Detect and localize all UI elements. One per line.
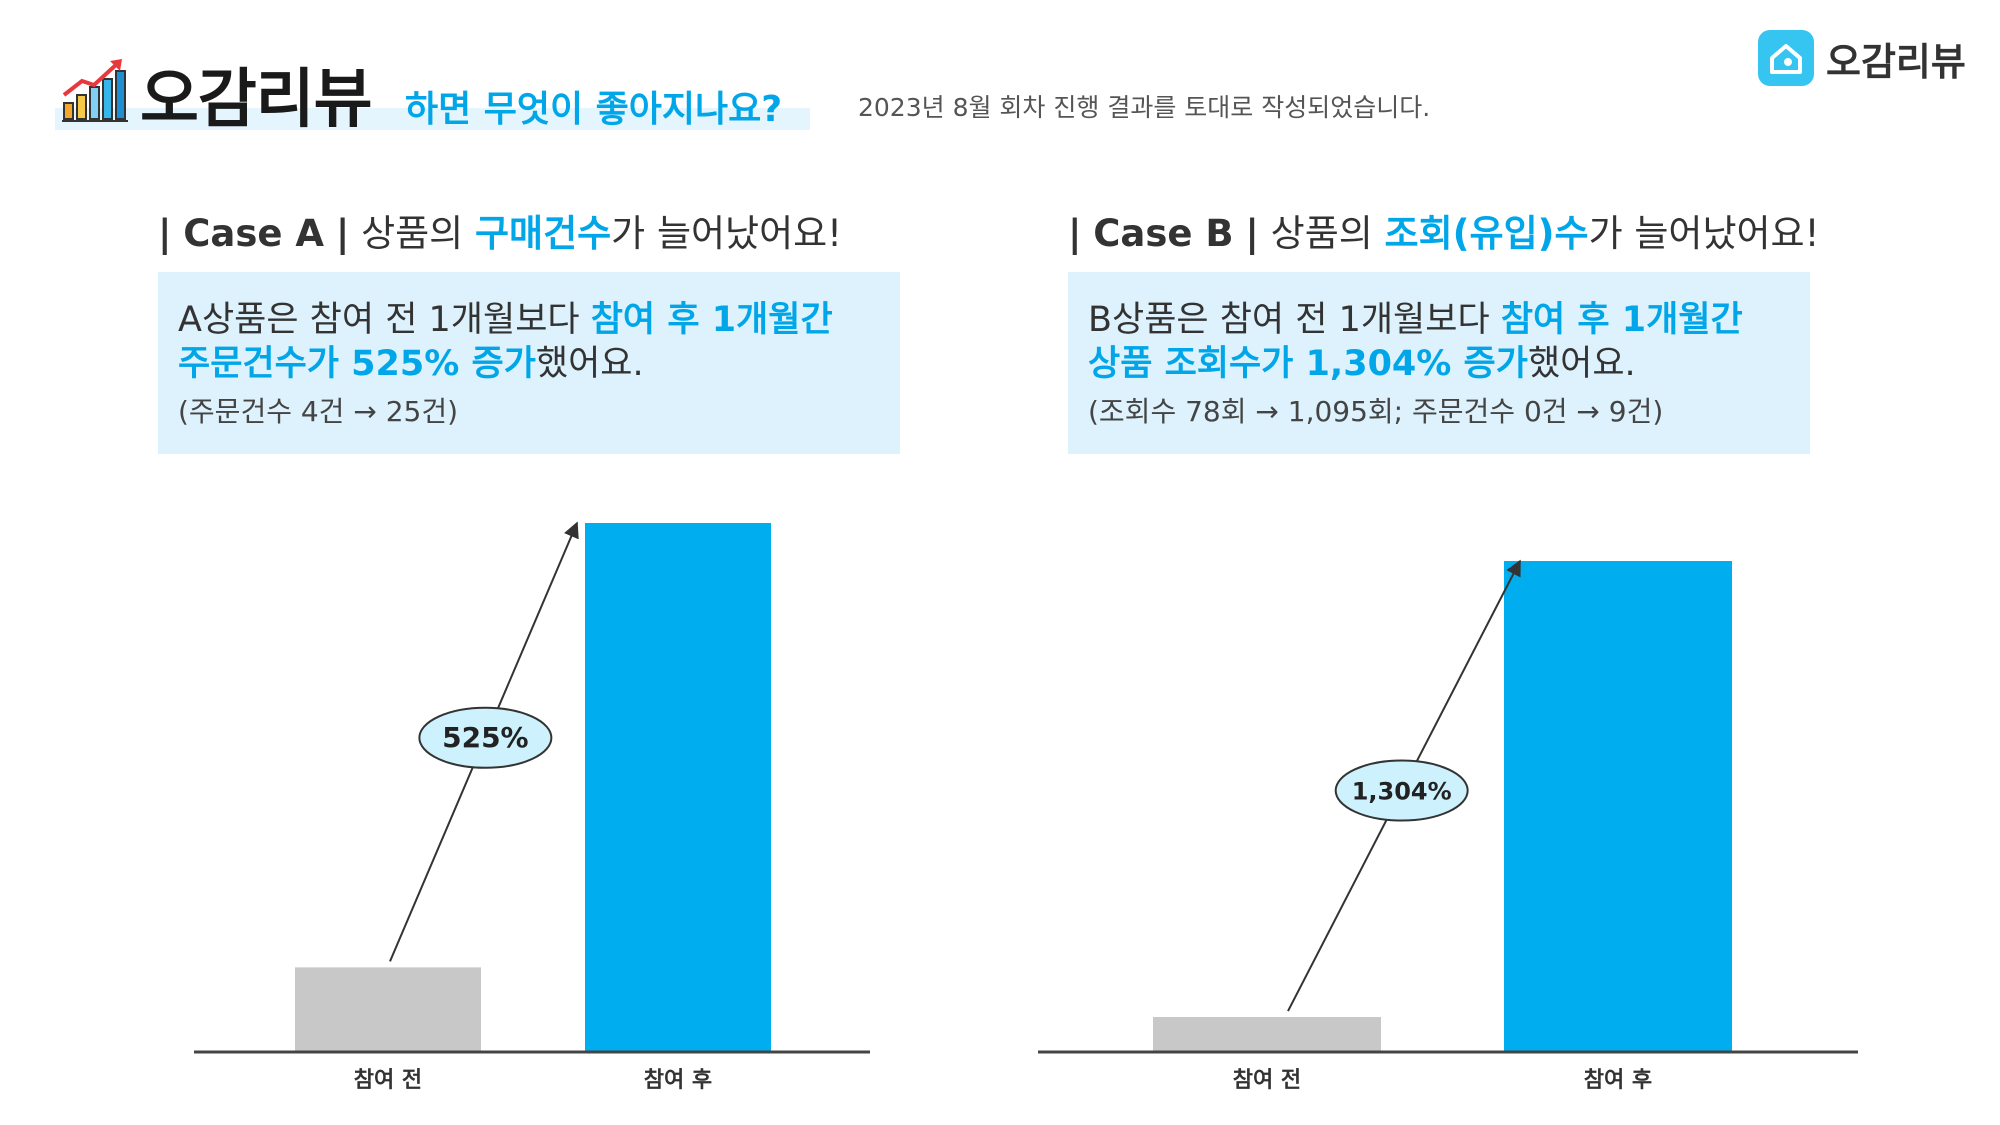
case-a-sep: | xyxy=(335,212,350,255)
brand-name: 오감리뷰 xyxy=(1826,39,1966,84)
case-a-bar-after xyxy=(585,523,771,1052)
case-b-sep: | xyxy=(1245,212,1259,255)
case-b-line1-em: 참여 후 1개월간 xyxy=(1500,300,1743,340)
case-a-post: 가 늘어났어요! xyxy=(611,212,842,255)
case-b-growth-bubble xyxy=(1334,759,1469,822)
case-b-heading: | Case B | 상품의 조회(유입)수가 늘어났어요! xyxy=(1068,203,1819,257)
case-b-line1-pre: B상품은 참여 전 1개월보다 xyxy=(1088,300,1490,340)
case-b-pre: 상품의 xyxy=(1270,212,1373,255)
page-title: 오감리뷰 xyxy=(140,63,373,137)
case-a-xtick-label: 참여 후 xyxy=(644,1068,712,1093)
case-b-bar: | xyxy=(1068,212,1082,255)
case-b-summary-box: B상품은 참여 전 1개월보다 참여 후 1개월간 상품 조회수가 1,304%… xyxy=(1068,272,1810,454)
case-a-line2-post: 했어요. xyxy=(535,344,644,384)
case-b-growth-label: 1,304% xyxy=(1352,778,1452,806)
case-b-id: Case B xyxy=(1093,212,1234,255)
case-b-xtick-label: 참여 후 xyxy=(1584,1068,1652,1093)
brand-logo[interactable]: 오감리뷰 xyxy=(1758,30,1966,86)
case-a-id: Case A xyxy=(183,212,325,255)
case-b-line2: 상품 조회수가 1,304% 증가했어요. xyxy=(1088,342,1636,386)
case-a-line1-pre: A상품은 참여 전 1개월보다 xyxy=(178,300,580,340)
case-a-xtick-label: 참여 전 xyxy=(354,1068,422,1093)
page-subtitle: 하면 무엇이 좋아지나요? xyxy=(405,89,783,130)
case-a-line3: (주문건수 4건 → 25건) xyxy=(178,395,459,428)
case-b-line1: B상품은 참여 전 1개월보다 참여 후 1개월간 xyxy=(1088,298,1743,342)
case-a-bar-before xyxy=(295,967,481,1052)
case-a-highlight: 구매건수 xyxy=(474,212,612,255)
bar-chart-growth-icon xyxy=(60,55,130,125)
case-a-growth-bubble xyxy=(418,706,553,769)
case-b-bar-before xyxy=(1153,1017,1381,1052)
case-b-line2-post: 했어요. xyxy=(1527,344,1636,384)
case-a-pre: 상품의 xyxy=(361,212,464,255)
case-a-line1-em: 참여 후 1개월간 xyxy=(590,300,833,340)
case-a-growth-label: 525% xyxy=(442,721,529,754)
case-b-chart: 참여 전 참여 후 1,304% xyxy=(1038,559,1858,1093)
case-a-line2-em: 주문건수가 525% 증가 xyxy=(178,344,536,384)
case-b-line3: (조회수 78회 → 1,095회; 주문건수 0건 → 9건) xyxy=(1088,395,1664,428)
title-highlight xyxy=(55,108,810,130)
case-a-line1: A상품은 참여 전 1개월보다 참여 후 1개월간 xyxy=(178,298,833,342)
house-logo-icon xyxy=(1758,30,1814,86)
case-b-xtick-label: 참여 전 xyxy=(1233,1068,1301,1093)
case-a-heading: | Case A | 상품의 구매건수가 늘어났어요! xyxy=(158,203,842,257)
case-b-line2-em: 상품 조회수가 1,304% 증가 xyxy=(1088,344,1528,384)
case-b-post: 가 늘어났어요! xyxy=(1588,212,1820,255)
case-b-bar-after xyxy=(1504,561,1732,1052)
page-note: 2023년 8월 회차 진행 결과를 토대로 작성되었습니다. xyxy=(858,93,1431,122)
case-b-highlight: 조회(유입)수 xyxy=(1384,212,1589,255)
case-a-line2: 주문건수가 525% 증가했어요. xyxy=(178,342,644,386)
case-a-chart: 참여 전 참여 후 525% xyxy=(194,521,870,1093)
case-a-bar: | xyxy=(158,212,172,255)
case-a-summary-box: A상품은 참여 전 1개월보다 참여 후 1개월간 주문건수가 525% 증가했… xyxy=(158,272,900,454)
